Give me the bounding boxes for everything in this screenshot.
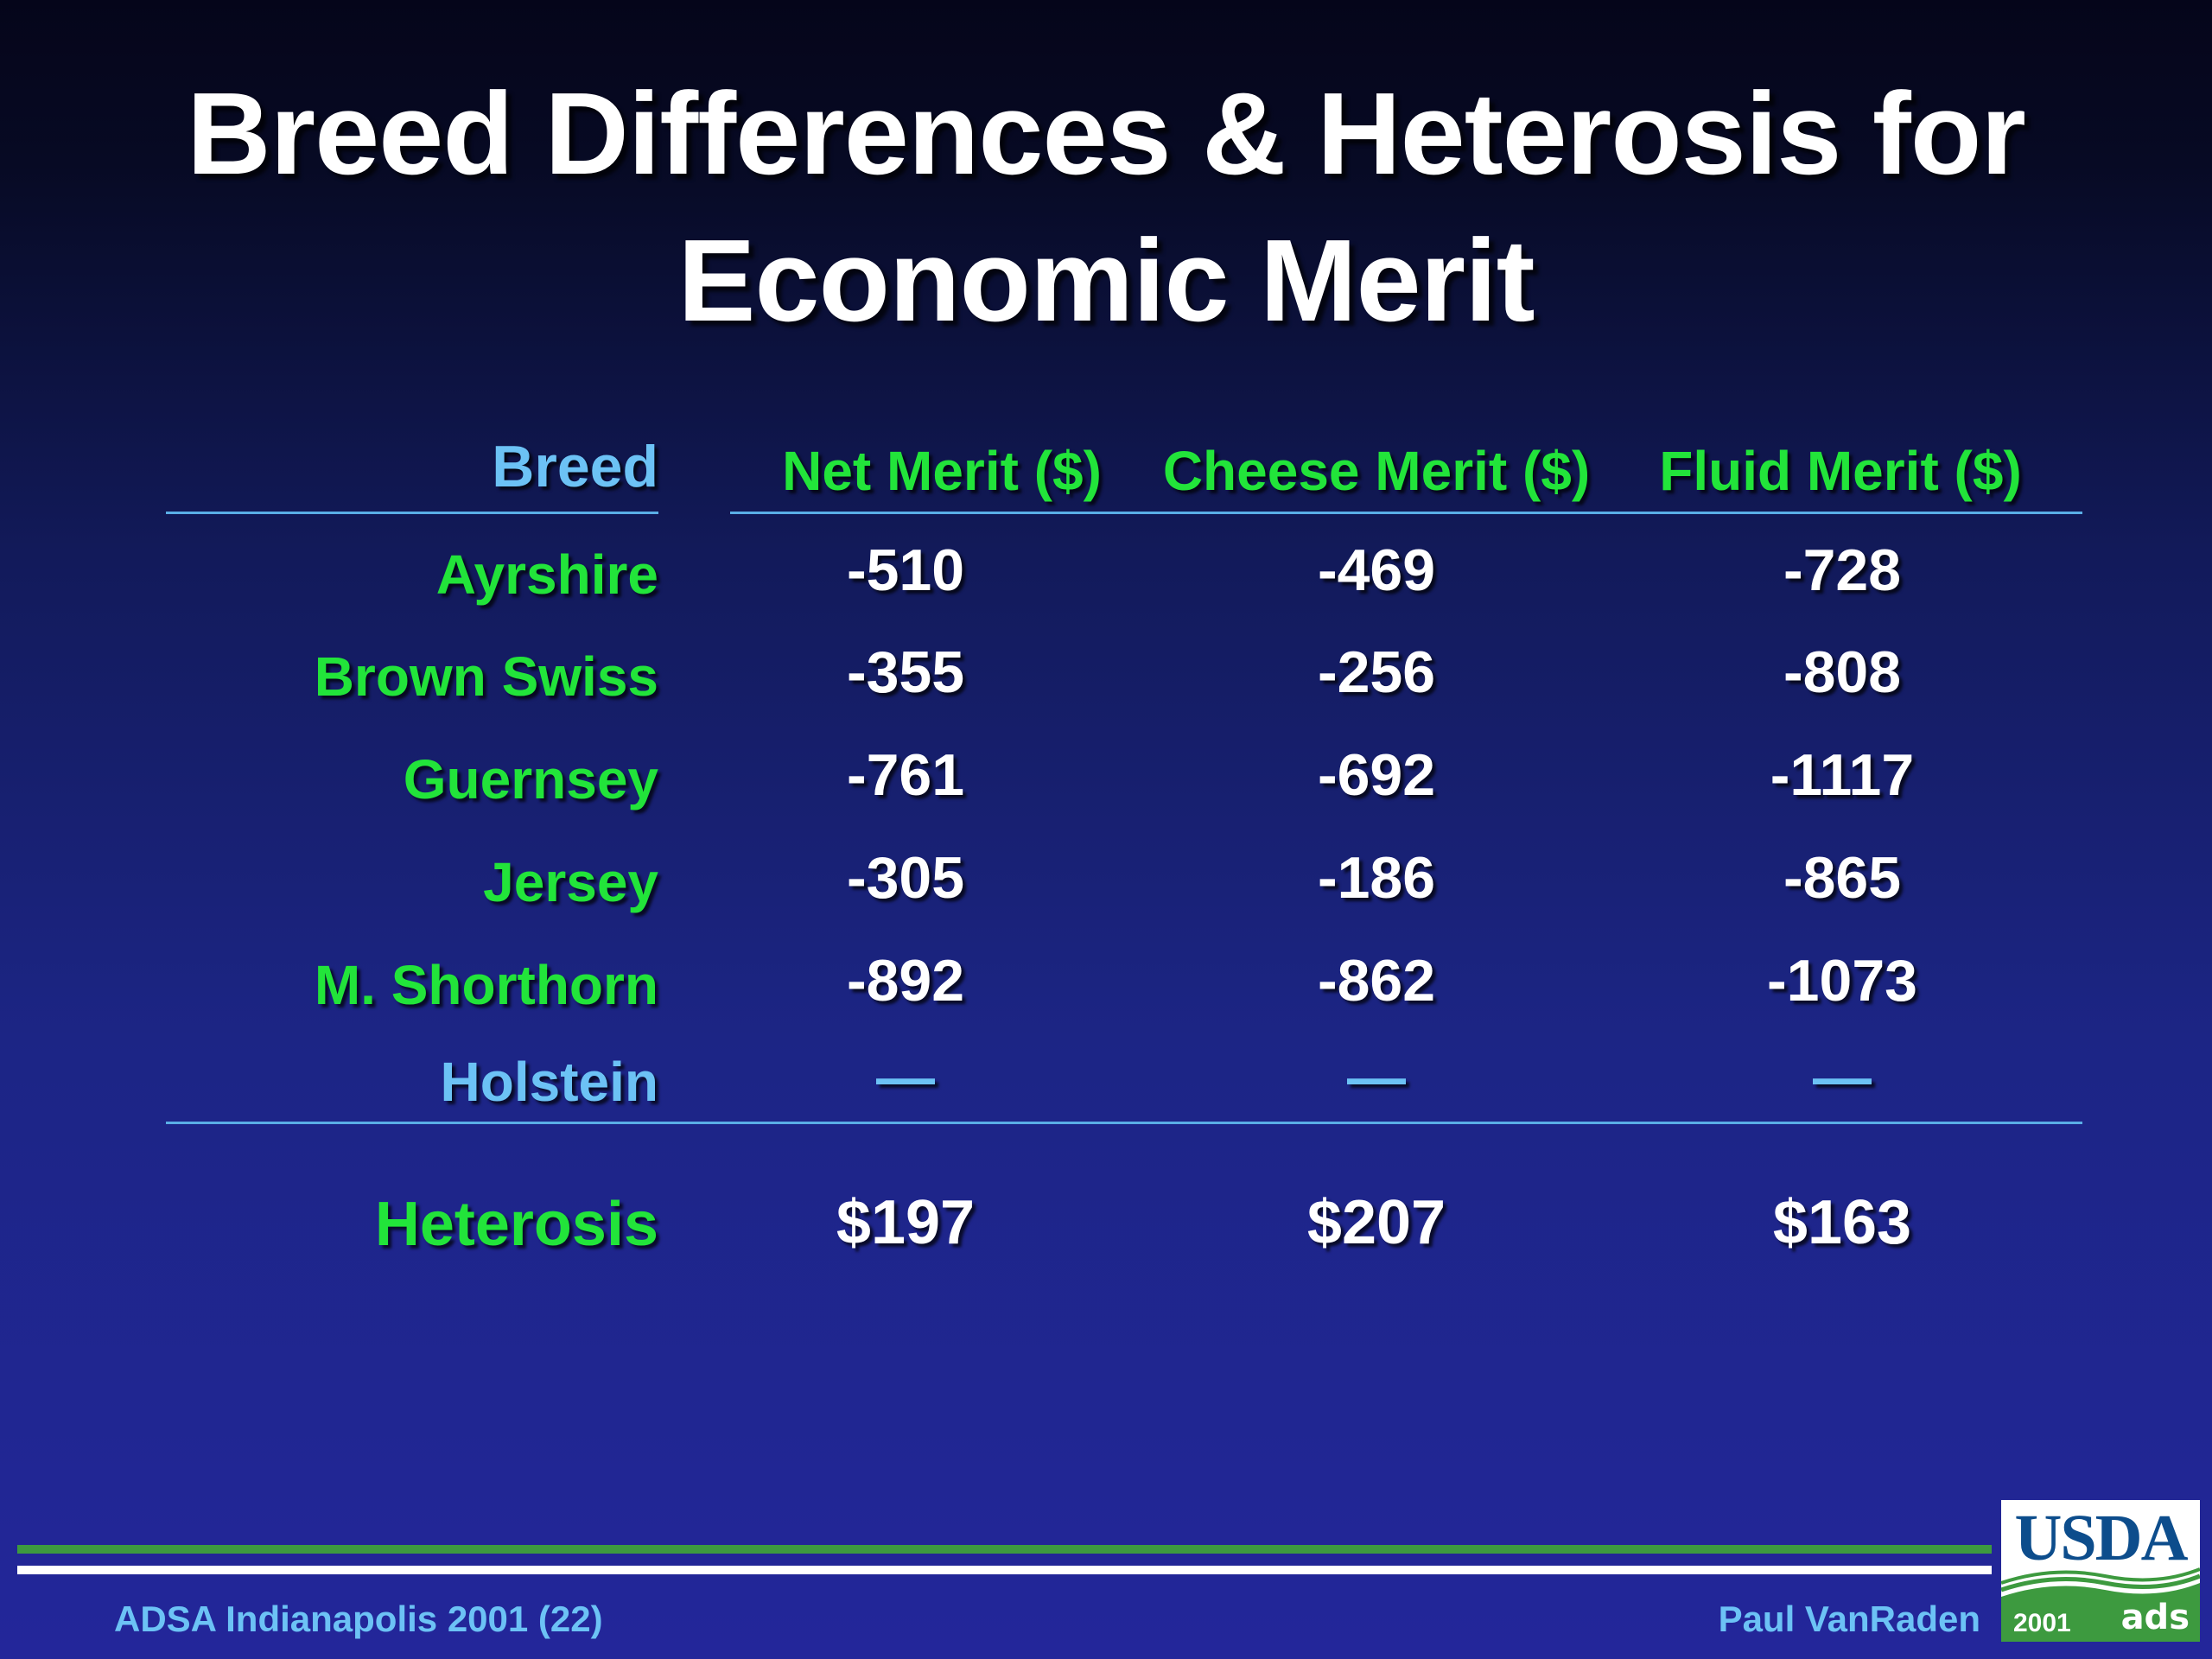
cheese-merit-ayrshire: -469 bbox=[1317, 537, 1436, 603]
net-merit-brown-swiss: -355 bbox=[846, 639, 965, 705]
net-merit-guernsey: -761 bbox=[846, 742, 965, 808]
fluid-merit-guernsey: -1117 bbox=[1770, 742, 1915, 808]
header-rule-breed bbox=[166, 512, 658, 514]
title-line-1: Breed Differences & Heterosis for bbox=[187, 68, 2026, 199]
breed-label-jersey: Jersey bbox=[483, 851, 658, 913]
net-merit-ayrshire: -510 bbox=[846, 537, 965, 603]
net-merit-jersey: -305 bbox=[846, 845, 965, 911]
fluid-merit-ayrshire: -728 bbox=[1783, 537, 1902, 603]
column-header-net-merit: Net Merit ($) bbox=[782, 440, 1102, 502]
net-merit-m-shorthorn: -892 bbox=[846, 948, 965, 1014]
footer-conference: ADSA Indianapolis 2001 (22) bbox=[114, 1599, 603, 1639]
breed-label-brown-swiss: Brown Swiss bbox=[314, 645, 658, 708]
usda-logo-hills-icon bbox=[2001, 1567, 2200, 1642]
header-rule-values bbox=[730, 512, 2082, 514]
breed-label-guernsey: Guernsey bbox=[403, 748, 658, 810]
title-line-2: Economic Merit bbox=[677, 215, 1535, 346]
usda-logo: USDA 2001 ads bbox=[2001, 1500, 2200, 1642]
fluid-merit-jersey: -865 bbox=[1783, 845, 1902, 911]
cheese-merit-guernsey: -692 bbox=[1317, 742, 1436, 808]
net-merit-holstein: — bbox=[876, 1045, 935, 1110]
cheese-merit-holstein: — bbox=[1347, 1045, 1406, 1110]
cheese-merit-jersey: -186 bbox=[1317, 845, 1436, 911]
heterosis-net-merit: $197 bbox=[836, 1188, 976, 1257]
column-header-breed: Breed bbox=[492, 434, 658, 499]
heterosis-fluid-merit: $163 bbox=[1772, 1188, 1912, 1257]
footer-white-bar bbox=[17, 1566, 1992, 1574]
table-bottom-rule bbox=[166, 1122, 2082, 1124]
breed-label-holstein: Holstein bbox=[440, 1051, 658, 1113]
column-header-cheese-merit: Cheese Merit ($) bbox=[1162, 440, 1591, 502]
footer-green-bar bbox=[17, 1545, 1992, 1554]
heterosis-label: Heterosis bbox=[374, 1190, 658, 1259]
cheese-merit-m-shorthorn: -862 bbox=[1317, 948, 1436, 1014]
usda-logo-text: USDA bbox=[2014, 1502, 2189, 1574]
cheese-merit-brown-swiss: -256 bbox=[1317, 639, 1436, 705]
usda-logo-year: 2001 bbox=[2013, 1609, 2071, 1637]
slide-title: Breed Differences & Heterosis for Econom… bbox=[52, 60, 2160, 354]
fluid-merit-brown-swiss: -808 bbox=[1783, 639, 1902, 705]
ads-logo-mark: ads bbox=[2120, 1598, 2190, 1637]
heterosis-cheese-merit: $207 bbox=[1306, 1188, 1446, 1257]
breed-label-m-shorthorn: M. Shorthorn bbox=[314, 954, 658, 1016]
fluid-merit-m-shorthorn: -1073 bbox=[1767, 948, 1917, 1014]
fluid-merit-holstein: — bbox=[1813, 1045, 1872, 1110]
breed-label-ayrshire: Ayrshire bbox=[435, 543, 658, 606]
column-header-fluid-merit: Fluid Merit ($) bbox=[1659, 440, 2022, 502]
footer-author: Paul VanRaden bbox=[1718, 1599, 1980, 1639]
